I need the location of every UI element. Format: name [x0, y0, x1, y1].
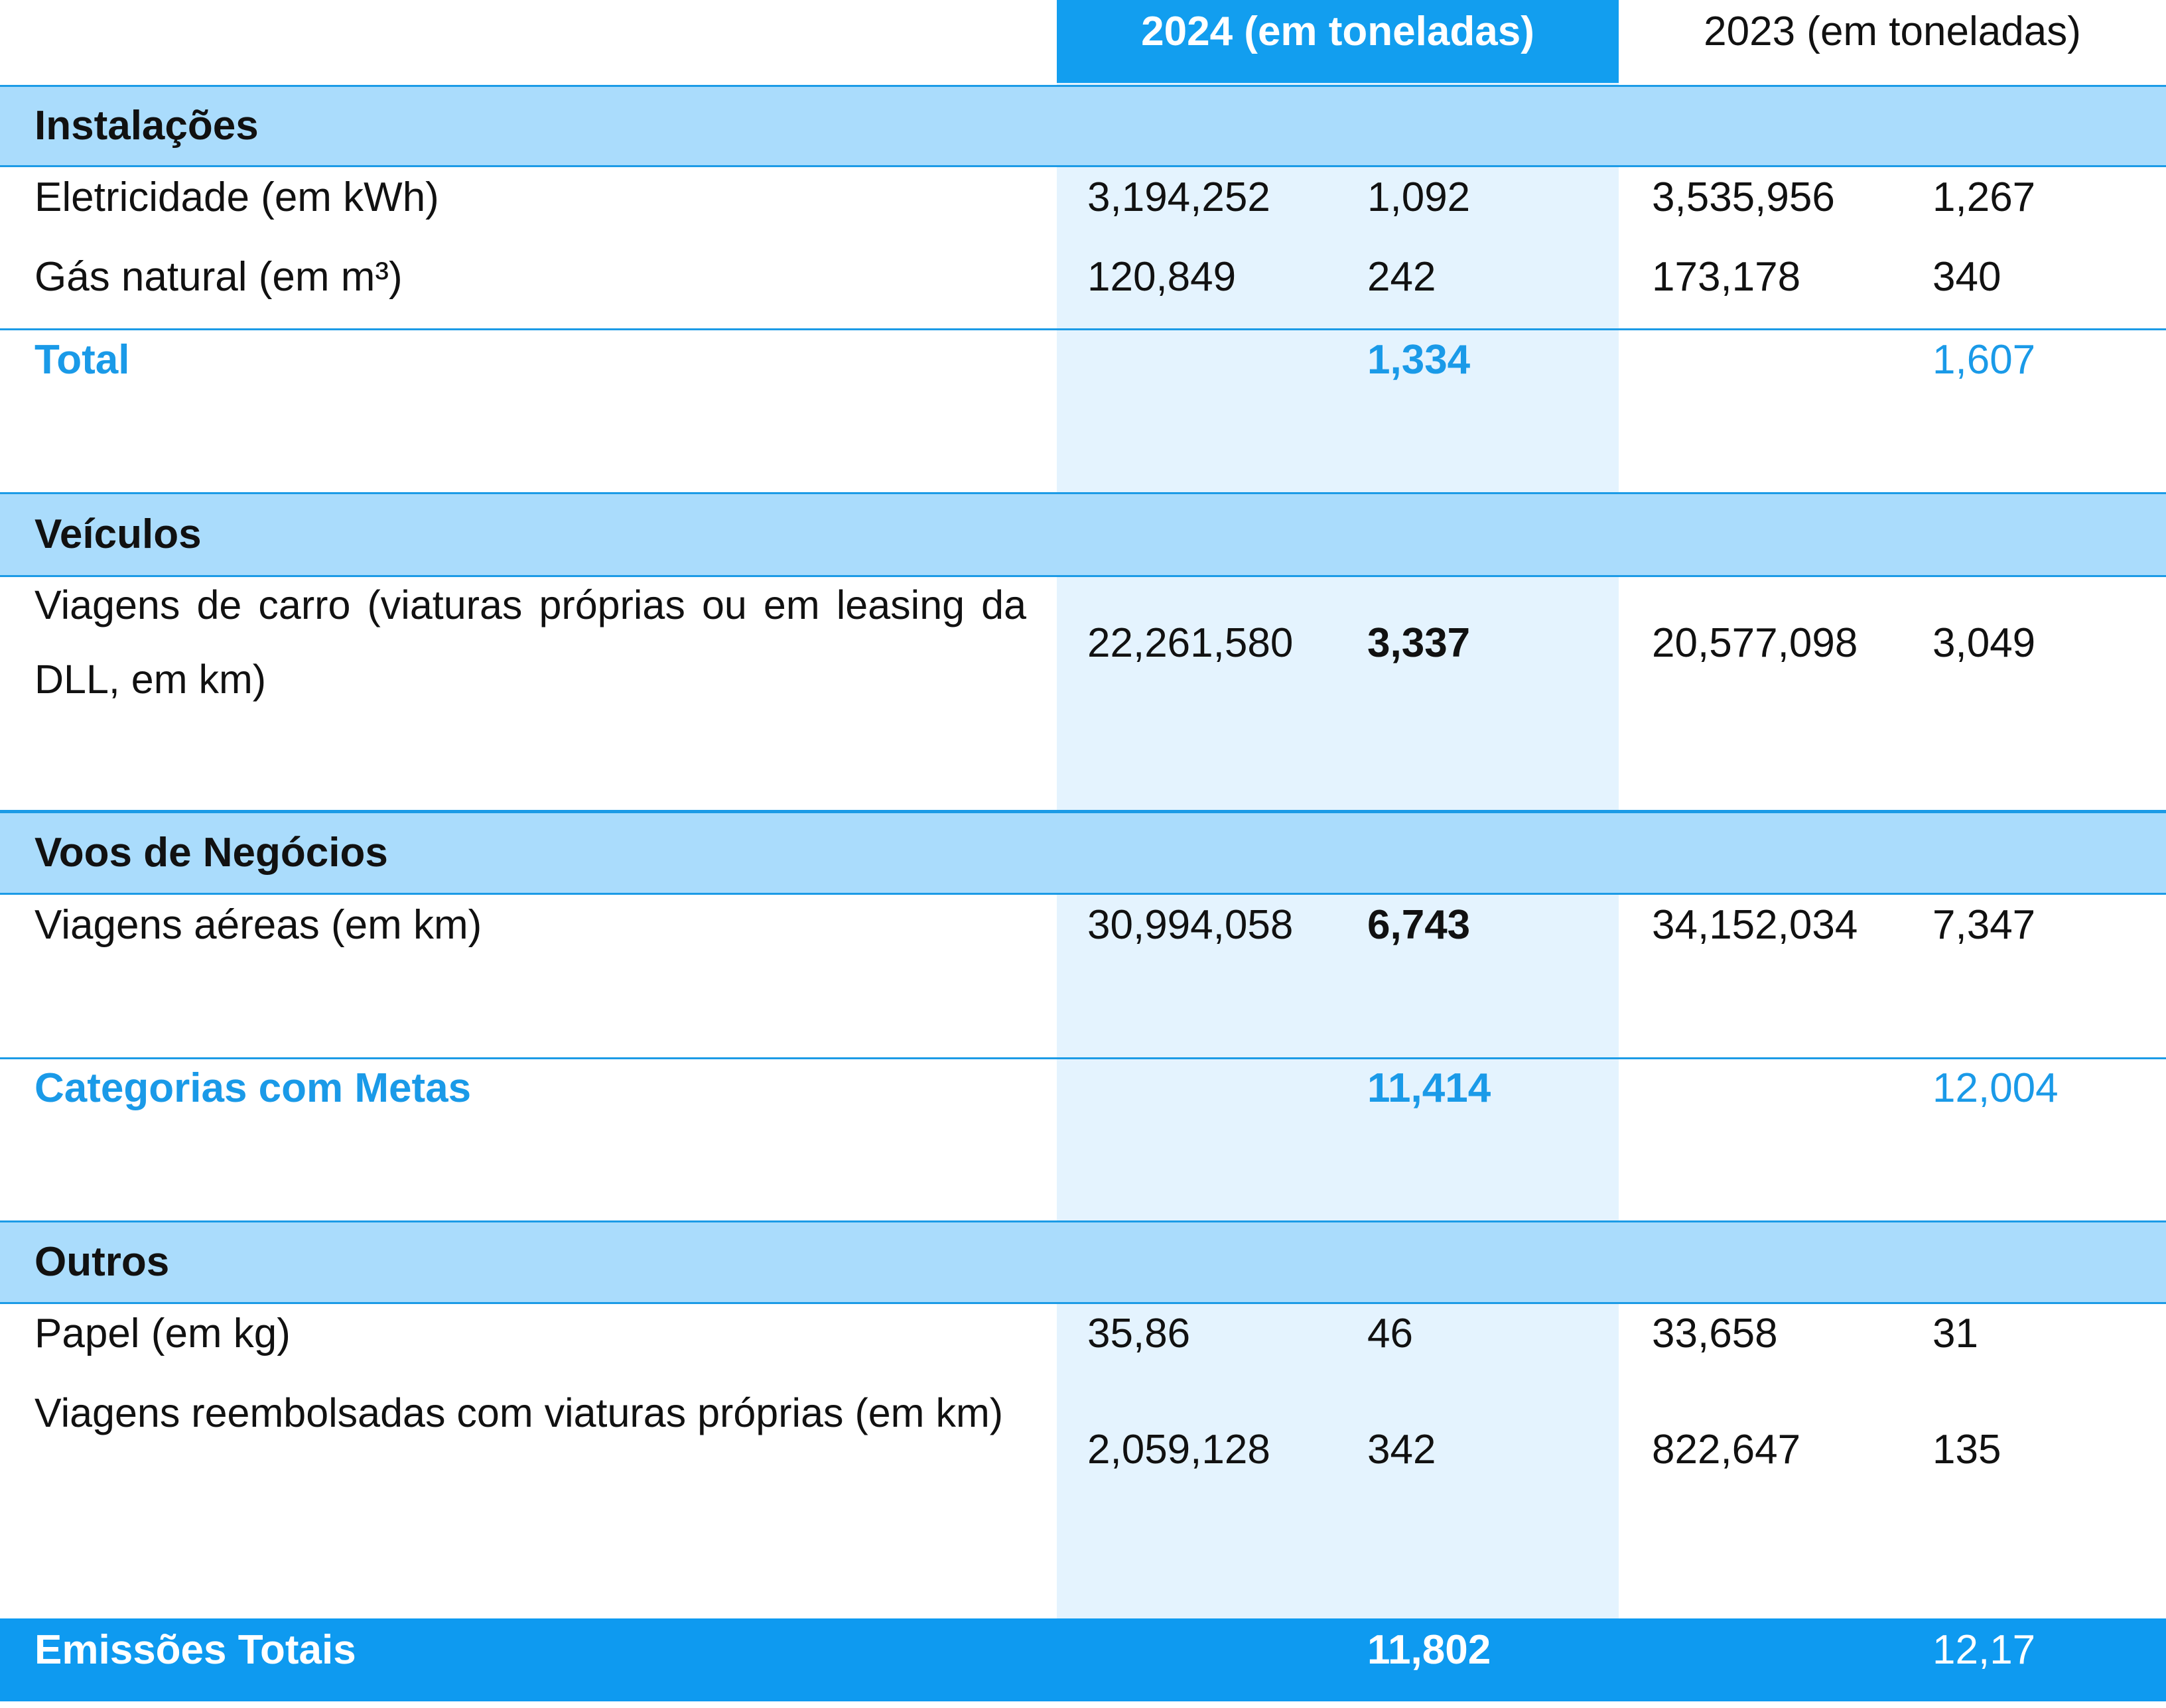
cell: 3,337: [1367, 620, 1471, 666]
grand-total-label: Emissões Totais: [34, 1627, 356, 1673]
row-label: Viagens de carro (viaturas próprias ou e…: [34, 582, 1026, 702]
rule: [0, 893, 2166, 895]
total-2023: 1,607: [1932, 337, 2036, 383]
cell: 35,86: [1087, 1311, 1191, 1356]
total-label: Total: [34, 337, 130, 383]
grand-total-2023: 12,17: [1932, 1627, 2036, 1673]
rule: [0, 575, 2166, 577]
cell: 34,152,034: [1652, 902, 1858, 948]
rule: [0, 165, 2166, 167]
cell: 7,347: [1932, 902, 2036, 948]
targets-label: Categorias com Metas: [34, 1065, 472, 1111]
cell: 1,267: [1932, 174, 2036, 220]
rule: [0, 85, 2166, 87]
rule: [0, 328, 2166, 330]
rule: [0, 1220, 2166, 1222]
cell: 20,577,098: [1652, 620, 1858, 666]
rule: [0, 1302, 2166, 1304]
cell: 46: [1367, 1311, 1413, 1356]
rule: [0, 810, 2166, 812]
cell: 3,194,252: [1087, 174, 1270, 220]
cell: 242: [1367, 254, 1436, 300]
rule: [0, 492, 2166, 494]
cell: 33,658: [1652, 1311, 1778, 1356]
cell: 173,178: [1652, 254, 1801, 300]
cell: 22,261,580: [1087, 620, 1294, 666]
header-2024-bg: [1057, 0, 1619, 83]
cell: 2,059,128: [1087, 1427, 1270, 1473]
header-2023: 2023 (em toneladas): [1704, 9, 2081, 54]
cell: 30,994,058: [1087, 902, 1294, 948]
total-2024: 1,334: [1367, 337, 1471, 383]
cell: 3,049: [1932, 620, 2036, 666]
section-title: Outros: [34, 1238, 170, 1285]
cell: 120,849: [1087, 254, 1237, 300]
section-title: Instalações: [34, 102, 259, 149]
section-title: Voos de Negócios: [34, 829, 388, 876]
cell: 1,092: [1367, 174, 1471, 220]
row-label: Gás natural (em m³): [34, 254, 403, 300]
rule: [0, 1057, 2166, 1059]
header-2024: 2024 (em toneladas): [1141, 9, 1534, 54]
cell: 3,535,956: [1652, 174, 1835, 220]
targets-2024: 11,414: [1367, 1065, 1491, 1111]
cell: 342: [1367, 1427, 1436, 1473]
row-label: Viagens reembolsadas com viaturas própri…: [34, 1390, 1004, 1435]
targets-2023: 12,004: [1932, 1065, 2059, 1111]
cell: 822,647: [1652, 1427, 1801, 1473]
row-label: Eletricidade (em kWh): [34, 174, 439, 220]
cell: 340: [1932, 254, 2001, 300]
row-label: Papel (em kg): [34, 1311, 291, 1356]
section-title: Veículos: [34, 511, 202, 557]
cell: 31: [1932, 1311, 1978, 1356]
section-band: [0, 493, 2166, 576]
section-band: [0, 86, 2166, 166]
grand-total-band: [0, 1618, 2166, 1701]
rule: [0, 811, 2166, 813]
cell: 135: [1932, 1427, 2001, 1473]
grand-total-2024: 11,802: [1367, 1627, 1491, 1673]
cell: 6,743: [1367, 902, 1471, 948]
section-band: [0, 1221, 2166, 1303]
section-band: [0, 812, 2166, 893]
highlight-column: [1057, 0, 1619, 1618]
row-label: Viagens aéreas (em km): [34, 902, 482, 948]
